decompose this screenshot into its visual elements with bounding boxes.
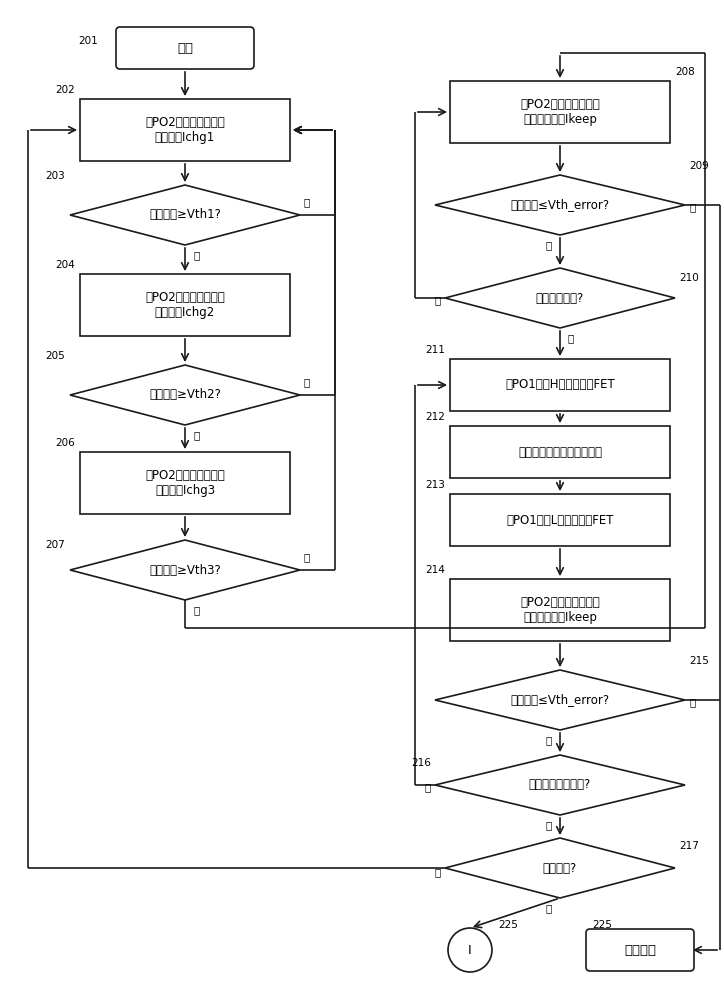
Text: 头部电压≤Vth_error?: 头部电压≤Vth_error? (510, 198, 610, 212)
Text: 使PO1处于L状态以断开FET: 使PO1处于L状态以断开FET (506, 514, 614, 526)
FancyBboxPatch shape (586, 929, 694, 971)
Text: 是: 是 (568, 333, 574, 343)
Bar (450, 426, 670, 478)
Text: 212: 212 (425, 412, 445, 422)
Text: 205: 205 (45, 351, 65, 361)
Text: 是: 是 (425, 782, 431, 792)
Bar (450, 494, 670, 546)
Text: 否: 否 (434, 867, 441, 877)
Text: 否: 否 (546, 820, 552, 830)
Text: 错误结束: 错误结束 (624, 944, 656, 956)
Bar (450, 81, 670, 143)
Text: 从PO2输出信号以选择
充电电流Ichg1: 从PO2输出信号以选择 充电电流Ichg1 (145, 116, 225, 144)
Polygon shape (70, 185, 300, 245)
Polygon shape (445, 838, 675, 898)
Text: 否: 否 (546, 240, 552, 250)
Text: 是: 是 (193, 430, 199, 440)
Text: 217: 217 (679, 841, 699, 851)
Text: 使PO1处于H状态以接通FET: 使PO1处于H状态以接通FET (505, 378, 615, 391)
Text: 是: 是 (193, 605, 199, 615)
Text: 是: 是 (689, 697, 695, 707)
Bar (450, 359, 670, 411)
Polygon shape (435, 175, 685, 235)
Bar (450, 579, 670, 641)
Text: 否: 否 (434, 295, 441, 305)
Text: 216: 216 (411, 758, 431, 768)
Text: 开始下一打印操作?: 开始下一打印操作? (529, 778, 591, 792)
Bar (80, 274, 290, 336)
Text: 否: 否 (304, 552, 311, 562)
Text: 开始: 开始 (177, 41, 193, 54)
Text: 开始打印操作?: 开始打印操作? (536, 292, 584, 304)
Text: 201: 201 (78, 36, 98, 46)
Text: 从PO2输出信号以选择
电压维持电流Ikeep: 从PO2输出信号以选择 电压维持电流Ikeep (520, 596, 600, 624)
Text: 从PO2输出信号以选择
电压维持电流Ikeep: 从PO2输出信号以选择 电压维持电流Ikeep (520, 98, 600, 126)
Text: 头部电压≥Vth1?: 头部电压≥Vth1? (149, 209, 221, 222)
Polygon shape (445, 268, 675, 328)
Text: 打印结束?: 打印结束? (543, 861, 577, 874)
Polygon shape (435, 670, 685, 730)
Text: 是: 是 (193, 250, 199, 260)
Text: 206: 206 (55, 438, 75, 448)
Text: 是: 是 (689, 202, 695, 212)
Text: 210: 210 (679, 273, 699, 283)
Text: 驱动头部并且进行打印操作: 驱动头部并且进行打印操作 (518, 446, 602, 458)
Text: 是: 是 (546, 903, 552, 913)
Text: 225: 225 (498, 920, 518, 930)
Text: 213: 213 (425, 480, 445, 490)
Polygon shape (435, 755, 685, 815)
Text: I: I (468, 944, 472, 956)
Polygon shape (70, 365, 300, 425)
Text: 从PO2输出信号以选择
充电电流Ichg2: 从PO2输出信号以选择 充电电流Ichg2 (145, 291, 225, 319)
Text: 209: 209 (689, 161, 709, 171)
Text: 208: 208 (675, 67, 695, 77)
Bar (80, 99, 290, 161)
Text: 203: 203 (45, 171, 65, 181)
Text: 从PO2输出信号以选择
充电电流Ichg3: 从PO2输出信号以选择 充电电流Ichg3 (145, 469, 225, 497)
Text: 头部电压≥Vth2?: 头部电压≥Vth2? (149, 388, 221, 401)
Text: 214: 214 (425, 565, 445, 575)
Text: 215: 215 (689, 656, 709, 666)
Circle shape (448, 928, 492, 972)
Text: 211: 211 (425, 345, 445, 355)
FancyBboxPatch shape (116, 27, 254, 69)
Text: 否: 否 (304, 197, 311, 207)
Text: 否: 否 (304, 377, 311, 387)
Polygon shape (70, 540, 300, 600)
Bar (80, 452, 290, 514)
Text: 头部电压≤Vth_error?: 头部电压≤Vth_error? (510, 694, 610, 706)
Text: 头部电压≥Vth3?: 头部电压≥Vth3? (149, 564, 221, 576)
Text: 225: 225 (592, 920, 612, 930)
Text: 否: 否 (546, 735, 552, 745)
Text: 202: 202 (55, 85, 75, 95)
Text: 207: 207 (45, 540, 65, 550)
Text: 204: 204 (55, 260, 75, 270)
